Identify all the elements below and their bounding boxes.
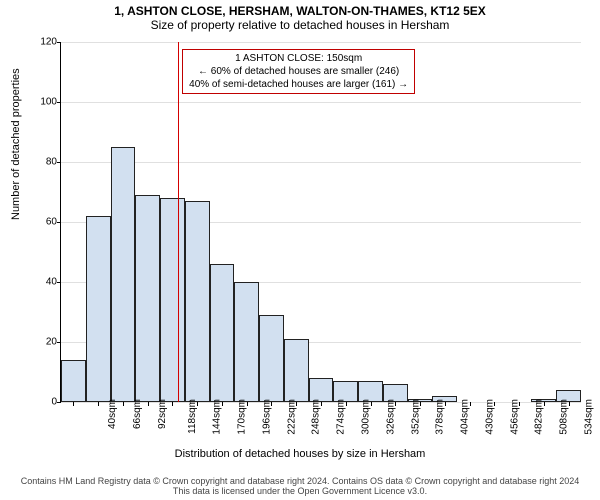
histogram-bar <box>135 195 160 402</box>
y-tick-label: 0 <box>27 397 57 408</box>
x-tick-label: 534sqm <box>583 399 594 435</box>
y-gridline <box>61 42 581 43</box>
y-tick-label: 80 <box>27 157 57 168</box>
attribution-line1: Contains HM Land Registry data © Crown c… <box>21 476 580 486</box>
y-tick-label: 100 <box>27 97 57 108</box>
y-gridline <box>61 102 581 103</box>
info-box-line: ← 60% of detached houses are smaller (24… <box>189 65 408 78</box>
info-box-line: 40% of semi-detached houses are larger (… <box>189 78 408 91</box>
y-tick-label: 60 <box>27 217 57 228</box>
chart-title-main: 1, ASHTON CLOSE, HERSHAM, WALTON-ON-THAM… <box>0 0 600 18</box>
histogram-bar <box>86 216 111 402</box>
histogram-bar <box>61 360 86 402</box>
x-tick-label: 92sqm <box>157 399 168 429</box>
histogram-bar <box>160 198 185 402</box>
y-axis-label: Number of detached properties <box>10 68 22 220</box>
y-tick-label: 120 <box>27 37 57 48</box>
x-axis-label: Distribution of detached houses by size … <box>0 448 600 460</box>
y-tick-label: 40 <box>27 277 57 288</box>
x-tick-label: 66sqm <box>132 399 143 429</box>
histogram-bar <box>185 201 210 402</box>
info-box: 1 ASHTON CLOSE: 150sqm← 60% of detached … <box>182 49 415 94</box>
histogram-bar <box>259 315 284 402</box>
plot-area: 02040608010012040sqm66sqm92sqm118sqm144s… <box>60 42 580 402</box>
info-box-line: 1 ASHTON CLOSE: 150sqm <box>189 52 408 65</box>
reference-line <box>178 42 179 402</box>
y-gridline <box>61 162 581 163</box>
histogram-bar <box>210 264 235 402</box>
x-tick-label: 118sqm <box>187 399 198 434</box>
histogram-bar <box>234 282 259 402</box>
histogram-bar <box>111 147 136 402</box>
x-tick-label: 40sqm <box>107 399 118 429</box>
y-tick-label: 20 <box>27 337 57 348</box>
attribution-line2: This data is licensed under the Open Gov… <box>173 486 427 496</box>
attribution: Contains HM Land Registry data © Crown c… <box>0 476 600 496</box>
chart-title-sub: Size of property relative to detached ho… <box>0 18 600 34</box>
histogram-bar <box>284 339 309 402</box>
